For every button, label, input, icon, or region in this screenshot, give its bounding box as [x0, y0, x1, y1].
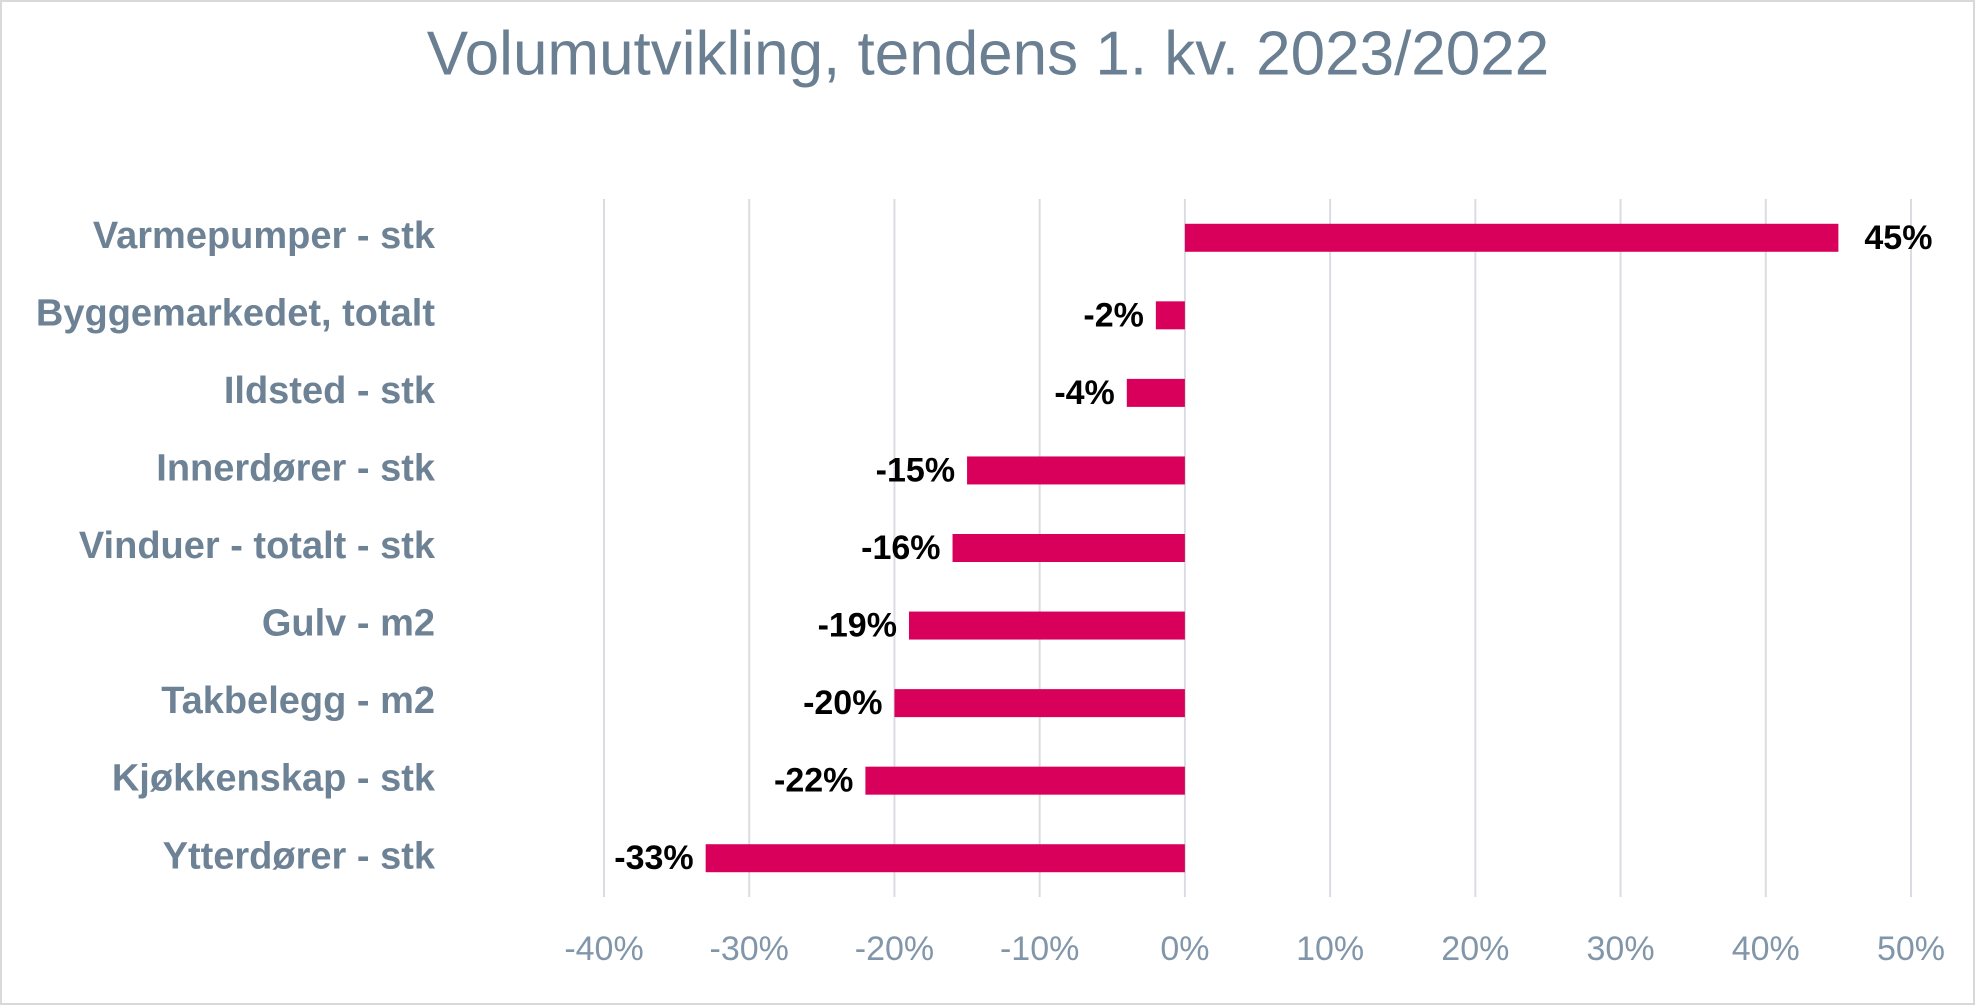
x-tick-label: 30% — [1587, 930, 1655, 968]
bar — [705, 844, 1185, 873]
value-label: -33% — [614, 839, 693, 877]
x-tick-label: -20% — [855, 930, 934, 968]
value-label: -20% — [803, 684, 882, 722]
y-tick-label: Vinduer - totalt - stk — [79, 525, 436, 567]
x-tick-label: -40% — [564, 930, 643, 968]
x-tick-label: 10% — [1296, 930, 1364, 968]
y-tick-label: Innerdører - stk — [156, 447, 436, 489]
value-label: -15% — [876, 451, 955, 489]
y-tick-label: Ytterdører - stk — [163, 835, 436, 877]
x-tick-label: 50% — [1877, 930, 1945, 968]
bar — [1155, 301, 1185, 330]
y-tick-label: Takbelegg - m2 — [161, 680, 435, 722]
y-tick-label: Gulv - m2 — [262, 603, 435, 645]
x-tick-label: -10% — [1000, 930, 1079, 968]
chart-title: Volumutvikling, tendens 1. kv. 2023/2022 — [427, 19, 1549, 88]
value-label: -22% — [774, 762, 853, 800]
value-label: -19% — [818, 607, 897, 645]
value-label: -2% — [1083, 296, 1143, 334]
bar — [865, 766, 1185, 795]
bar — [1184, 223, 1839, 252]
bar — [894, 689, 1185, 718]
value-label: 45% — [1864, 219, 1932, 257]
y-tick-label: Ildsted - stk — [224, 370, 436, 412]
value-label: -4% — [1054, 374, 1114, 412]
bar — [952, 534, 1185, 562]
bar — [967, 456, 1185, 485]
y-tick-label: Varmepumper - stk — [93, 215, 436, 257]
x-tick-label: -30% — [710, 930, 789, 968]
bar — [908, 611, 1185, 640]
x-tick-label: 20% — [1441, 930, 1509, 968]
bar — [1126, 378, 1185, 407]
value-label: -16% — [861, 529, 940, 567]
x-tick-label: 40% — [1732, 930, 1800, 968]
y-tick-label: Byggemarkedet, totalt — [36, 292, 435, 334]
y-tick-label: Kjøkkenskap - stk — [112, 758, 436, 800]
x-tick-label: 0% — [1160, 930, 1209, 968]
